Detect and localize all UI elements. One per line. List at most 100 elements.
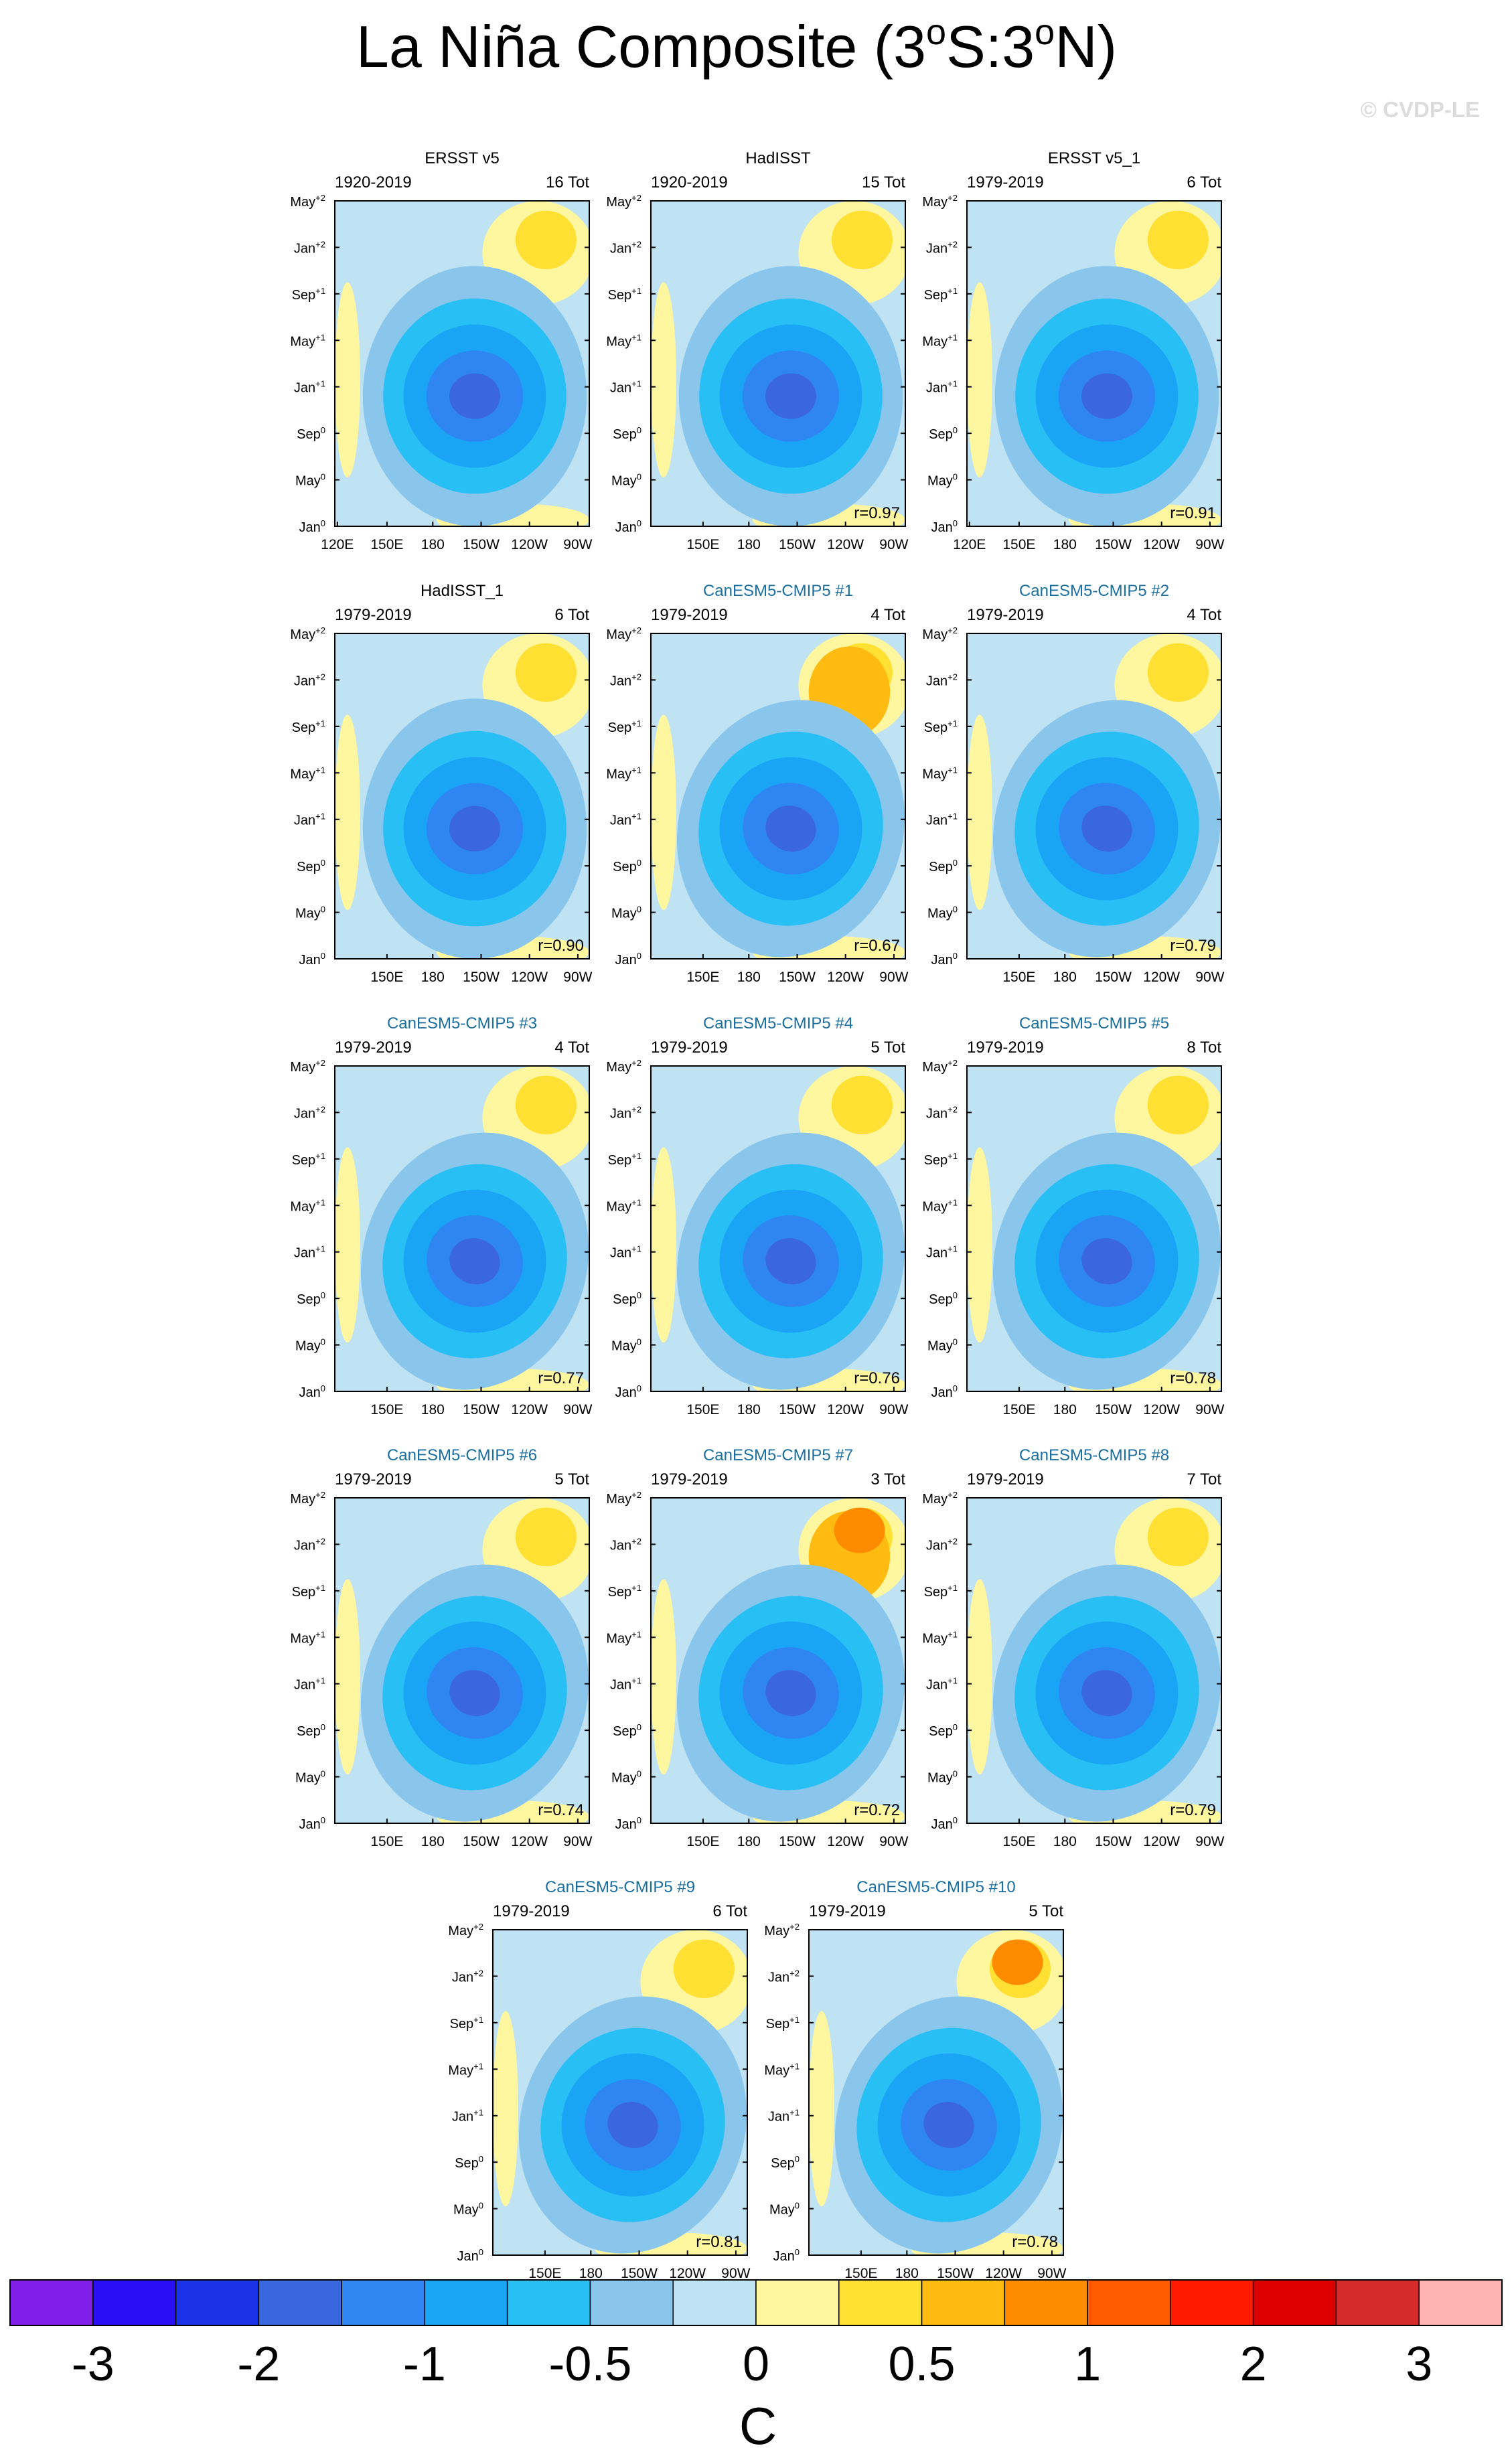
- y-tick-label: Jan+2: [294, 239, 325, 256]
- warm-anomaly-contour: [335, 714, 360, 911]
- cold-anomaly-contour: [923, 2102, 974, 2149]
- y-tick-label: Jan0: [457, 2247, 483, 2264]
- x-tick-label: 90W: [879, 1402, 908, 1417]
- panel-count: 15 Tot: [862, 173, 905, 191]
- y-tick-label: Sep+1: [608, 286, 641, 303]
- panel-count: 8 Tot: [1187, 1039, 1221, 1057]
- colorbar-swatch: [921, 2279, 1006, 2326]
- panel-frame: [650, 633, 906, 960]
- y-tick-label: Sep0: [929, 1290, 958, 1307]
- y-tick-label: May+1: [764, 2061, 800, 2078]
- warm-anomaly-contour: [831, 210, 893, 270]
- panel-frame: [334, 1065, 590, 1392]
- y-tick-label: May+1: [922, 1197, 958, 1214]
- y-tick-label: Jan+2: [610, 1536, 641, 1553]
- x-tick-label: 120E: [321, 537, 354, 552]
- colorbar-label: 2: [1240, 2337, 1267, 2391]
- y-tick-label: Jan+2: [294, 1104, 325, 1121]
- panel-period: 1979-2019: [967, 1470, 1044, 1488]
- panel-frame: [650, 1065, 906, 1392]
- y-tick-label: May+2: [922, 1490, 958, 1507]
- pattern-correlation: r=0.78: [1012, 2233, 1058, 2251]
- y-tick-label: Jan+1: [610, 379, 641, 396]
- panel-count: 6 Tot: [712, 1902, 747, 1920]
- y-tick-label: Sep+1: [292, 718, 325, 735]
- pattern-correlation: r=0.76: [854, 1369, 900, 1387]
- warm-anomaly-contour: [1147, 1507, 1209, 1567]
- panel-frame: [334, 633, 590, 960]
- y-tick-label: May+2: [606, 193, 641, 210]
- y-tick-label: Jan+2: [926, 1536, 958, 1553]
- y-tick-label: Sep0: [613, 425, 641, 442]
- colorbar-label: 0: [743, 2337, 769, 2391]
- panel-title: ERSST v5: [425, 149, 500, 167]
- y-tick-label: Jan+1: [294, 812, 325, 828]
- x-tick-label: 90W: [1195, 1834, 1224, 1849]
- x-tick-label: 180: [1053, 1834, 1077, 1849]
- contour-field: [967, 1066, 1221, 1391]
- warm-anomaly-contour: [493, 2011, 518, 2207]
- colorbar-label: -0.5: [548, 2337, 631, 2391]
- warm-anomaly-contour: [335, 1147, 360, 1343]
- y-tick-label: Jan0: [299, 951, 325, 968]
- y-tick-label: Sep0: [297, 425, 325, 442]
- panel-grid: ERSST v5 1920-2019 16 Tot Jan0 May0 Sep0 Jan+1…: [290, 149, 1224, 2281]
- y-tick-label: May0: [295, 472, 325, 489]
- colorbar-swatch: [506, 2279, 591, 2326]
- pattern-correlation: r=0.97: [854, 504, 900, 522]
- y-tick-label: Jan+1: [926, 1244, 958, 1261]
- y-tick-label: May+1: [290, 1629, 325, 1646]
- panel-title: HadISST: [745, 149, 811, 167]
- colorbar-label: 1: [1074, 2337, 1101, 2391]
- y-tick-label: May+2: [290, 1058, 325, 1075]
- y-tick-label: Jan+1: [926, 379, 958, 396]
- y-tick-label: Jan0: [615, 1815, 641, 1832]
- y-tick-label: Jan+2: [926, 239, 958, 256]
- cold-anomaly-contour: [765, 373, 816, 419]
- x-tick-label: 150W: [463, 1834, 500, 1849]
- y-tick-label: Jan0: [299, 1383, 325, 1400]
- panel-period: 1979-2019: [967, 606, 1044, 624]
- y-tick-label: May0: [611, 1337, 641, 1354]
- x-tick-label: 180: [737, 970, 761, 985]
- panel-title: CanESM5-CMIP5 #10: [856, 1878, 1015, 1896]
- x-tick-label: 180: [895, 2266, 919, 2281]
- panel-frame: [492, 1929, 748, 2256]
- panel: CanESM5-CMIP5 #7 1979-2019 3 Tot Jan0 May0 Se…: [606, 1446, 908, 1849]
- colorbar-swatch: [1252, 2279, 1337, 2326]
- contour-field: [335, 201, 589, 526]
- contour-field: [967, 1498, 1221, 1823]
- colorbar-swatch: [1004, 2279, 1088, 2326]
- y-tick-label: Jan+2: [768, 1968, 800, 1985]
- panel: CanESM5-CMIP5 #3 1979-2019 4 Tot Jan0 May0 Se…: [290, 1014, 592, 1417]
- warm-anomaly-contour: [1147, 643, 1209, 702]
- cold-anomaly-contour: [1081, 1670, 1132, 1717]
- y-tick-label: May+1: [448, 2061, 483, 2078]
- y-tick-label: May0: [769, 2201, 800, 2218]
- warm-anomaly-contour: [967, 714, 992, 911]
- y-tick-label: May+2: [764, 1922, 800, 1938]
- y-tick-label: May+1: [922, 332, 958, 349]
- y-tick-label: Sep+1: [292, 286, 325, 303]
- colorbar-label: -1: [403, 2337, 446, 2391]
- pattern-correlation: r=0.90: [538, 937, 584, 955]
- panel: CanESM5-CMIP5 #9 1979-2019 6 Tot Jan0 May0 Se…: [448, 1878, 750, 2281]
- cold-anomaly-contour: [765, 806, 816, 852]
- warm-anomaly-contour: [515, 1075, 577, 1135]
- x-tick-label: 180: [421, 1402, 445, 1417]
- y-tick-label: Jan+1: [926, 812, 958, 828]
- y-tick-label: May0: [927, 905, 958, 921]
- warm-anomaly-contour: [515, 643, 577, 702]
- cold-anomaly-contour: [449, 1670, 500, 1717]
- cold-anomaly-contour: [765, 1238, 816, 1285]
- x-tick-label: 120W: [511, 1402, 548, 1417]
- x-tick-label: 90W: [563, 970, 592, 985]
- warm-anomaly-contour: [809, 2011, 834, 2207]
- y-tick-label: Jan0: [931, 951, 958, 968]
- warm-anomaly-contour: [335, 1579, 360, 1775]
- panel-count: 7 Tot: [1187, 1470, 1221, 1488]
- x-tick-label: 120W: [827, 1402, 864, 1417]
- y-tick-label: May+2: [290, 625, 325, 642]
